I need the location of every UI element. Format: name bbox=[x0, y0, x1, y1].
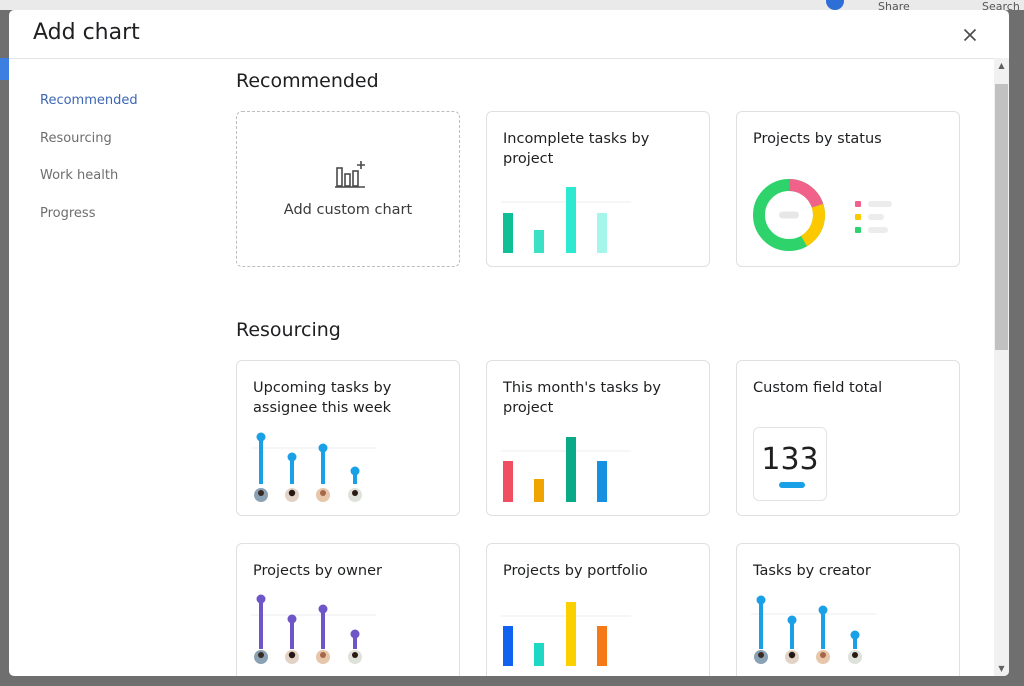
add-custom-chart-label: Add custom chart bbox=[283, 202, 413, 218]
background-search-label: Search bbox=[982, 0, 1020, 13]
chart-card-tasks-by-creator[interactable]: Tasks by creator bbox=[736, 543, 960, 676]
bar-chart-thumbnail bbox=[501, 187, 631, 253]
background-avatar bbox=[826, 0, 844, 10]
card-title: Upcoming tasks by assignee this week bbox=[253, 380, 392, 416]
vertical-scrollbar[interactable]: ▲ ▼ bbox=[994, 58, 1009, 676]
lollipop-chart-thumbnail bbox=[751, 595, 876, 664]
card-title: Projects by portfolio bbox=[503, 563, 648, 579]
chart-card-incomplete-tasks[interactable]: Incomplete tasks by project bbox=[486, 111, 710, 267]
background-left-tab bbox=[0, 58, 9, 80]
nav-item-recommended[interactable]: Recommended bbox=[40, 93, 138, 108]
chart-card-upcoming-tasks-by-assignee[interactable]: Upcoming tasks by assignee this week bbox=[236, 360, 460, 516]
close-icon bbox=[963, 28, 977, 42]
close-button[interactable] bbox=[959, 24, 981, 46]
chart-category-nav: Recommended Resourcing Work health Progr… bbox=[40, 92, 138, 242]
owner-avatars bbox=[254, 650, 362, 664]
donut-chart-thumbnail bbox=[753, 179, 892, 251]
add-chart-icon bbox=[335, 161, 365, 188]
add-chart-dialog: Add chart Recommended Resourcing Work he… bbox=[9, 10, 1009, 676]
nav-item-progress[interactable]: Progress bbox=[40, 205, 96, 221]
chart-card-projects-by-status[interactable]: Projects by status bbox=[736, 111, 960, 267]
background-app-bar: Share Search bbox=[0, 0, 1024, 13]
add-custom-chart-card[interactable]: Add custom chart bbox=[236, 111, 460, 267]
dialog-header: Add chart bbox=[9, 10, 1009, 59]
card-title: Projects by status bbox=[753, 131, 882, 147]
number-accent bbox=[779, 482, 805, 488]
bar-chart-thumbnail bbox=[501, 602, 631, 666]
creator-avatars bbox=[754, 650, 862, 664]
lollipop-chart-thumbnail bbox=[251, 594, 376, 664]
section-title-resourcing: Resourcing bbox=[236, 319, 341, 341]
chart-card-custom-field-total[interactable]: Custom field total 133 bbox=[736, 360, 960, 516]
lollipop-chart-thumbnail bbox=[251, 432, 376, 502]
scroll-thumb[interactable] bbox=[995, 84, 1008, 350]
assignee-avatars bbox=[254, 488, 362, 502]
chart-card-this-months-tasks[interactable]: This month's tasks by project bbox=[486, 360, 710, 516]
dialog-title: Add chart bbox=[33, 20, 140, 45]
chart-card-projects-by-portfolio[interactable]: Projects by portfolio bbox=[486, 543, 710, 676]
section-title-recommended: Recommended bbox=[236, 70, 379, 92]
chart-gallery: Recommended Add custom chart Incomplete … bbox=[236, 68, 996, 676]
card-title: This month's tasks by project bbox=[503, 380, 661, 416]
chart-card-projects-by-owner[interactable]: Projects by owner bbox=[236, 543, 460, 676]
bar-chart-thumbnail bbox=[501, 437, 631, 502]
card-title: Incomplete tasks by project bbox=[503, 131, 650, 167]
scroll-down-arrow-icon[interactable]: ▼ bbox=[998, 664, 1005, 673]
card-title: Projects by owner bbox=[253, 563, 382, 579]
card-title: Tasks by creator bbox=[753, 563, 871, 579]
background-share-label: Share bbox=[878, 0, 910, 13]
nav-item-work-health[interactable]: Work health bbox=[40, 168, 119, 183]
nav-item-resourcing[interactable]: Resourcing bbox=[40, 130, 112, 146]
card-title: Custom field total bbox=[753, 380, 883, 396]
total-value: 133 bbox=[761, 442, 819, 477]
scroll-up-arrow-icon[interactable]: ▲ bbox=[998, 61, 1005, 70]
number-tile: 133 bbox=[753, 427, 827, 501]
